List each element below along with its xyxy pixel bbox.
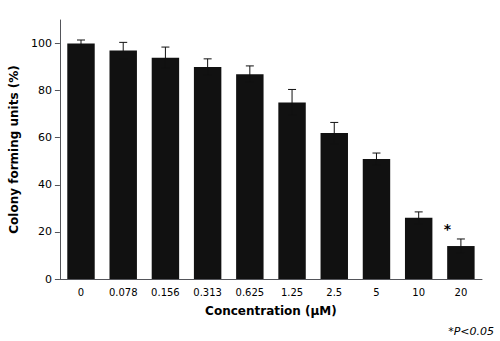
svg-text:Concentration (μM): Concentration (μM): [205, 304, 337, 318]
svg-text:10: 10: [412, 287, 425, 298]
svg-text:*P<0.05: *P<0.05: [448, 325, 494, 338]
svg-text:0.625: 0.625: [236, 287, 265, 298]
svg-text:100: 100: [31, 37, 52, 50]
svg-text:0.156: 0.156: [151, 287, 180, 298]
svg-text:0: 0: [78, 287, 84, 298]
svg-text:40: 40: [38, 178, 52, 191]
svg-text:0.078: 0.078: [109, 287, 138, 298]
svg-text:0.313: 0.313: [193, 287, 222, 298]
svg-text:2.5: 2.5: [326, 287, 342, 298]
svg-text:80: 80: [38, 84, 52, 97]
svg-text:5: 5: [373, 287, 379, 298]
svg-text:60: 60: [38, 131, 52, 144]
svg-text:1.25: 1.25: [281, 287, 303, 298]
svg-text:Colony forming units (%): Colony forming units (%): [7, 65, 21, 234]
svg-text:20: 20: [455, 287, 468, 298]
svg-text:*: *: [444, 221, 452, 237]
svg-text:20: 20: [38, 225, 52, 238]
svg-text:0: 0: [45, 273, 52, 286]
